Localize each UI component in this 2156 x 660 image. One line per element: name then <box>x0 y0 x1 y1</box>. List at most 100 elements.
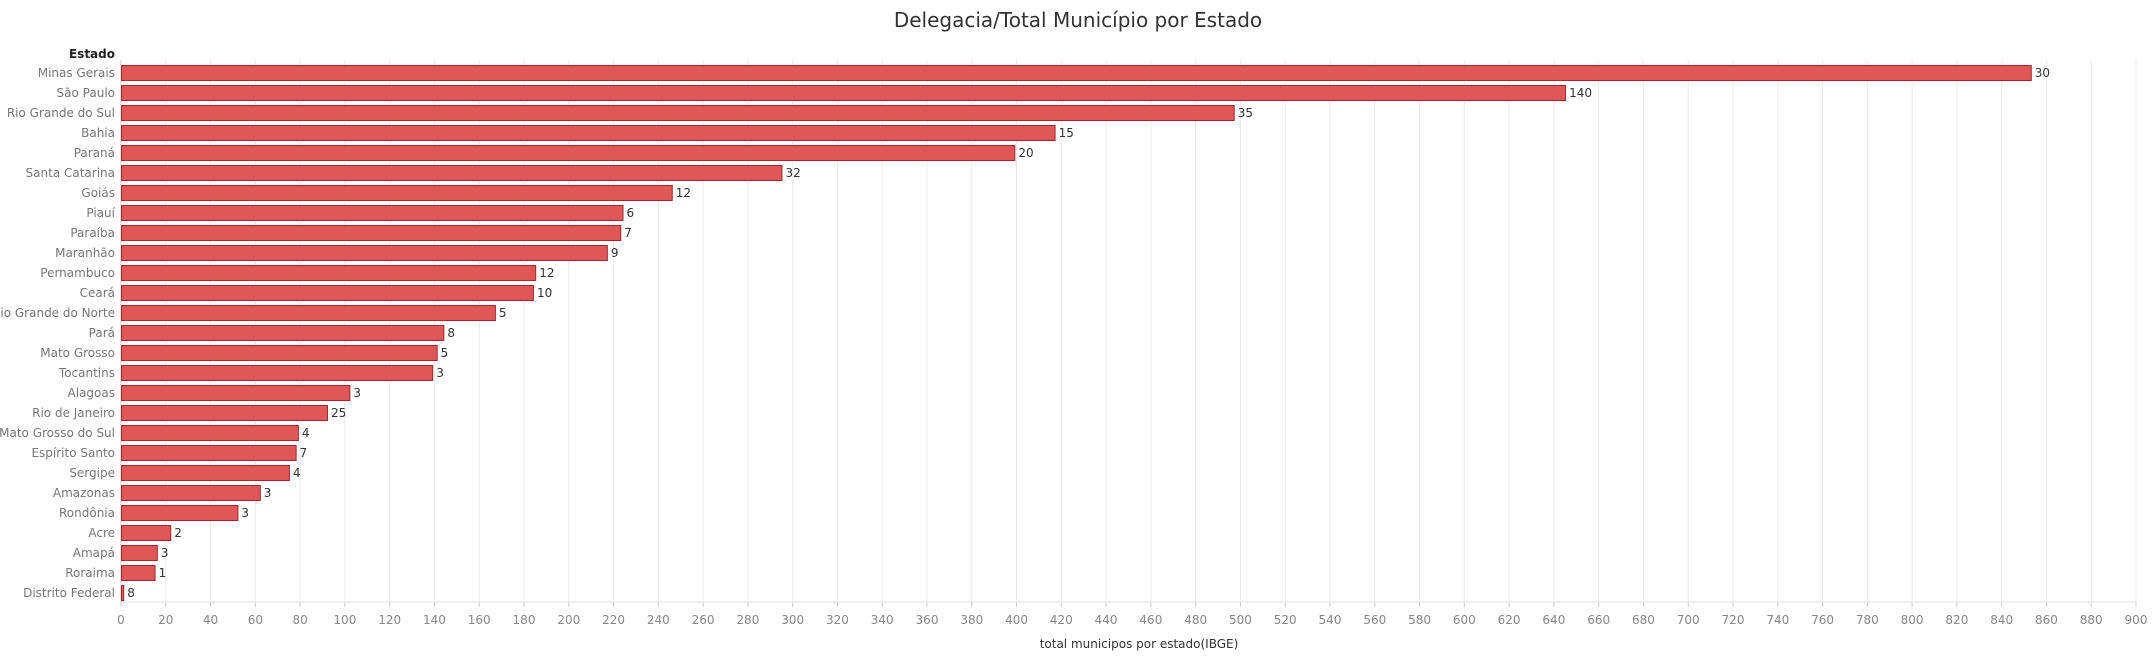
category-label: Rio de Janeiro <box>32 406 115 420</box>
bar[interactable] <box>121 65 2032 81</box>
category-label: Rio Grande do Norte <box>0 306 115 320</box>
labels: Minas Gerais 30 São Paulo 140 Rio Grande do … <box>0 66 2050 600</box>
x-tick-label: 60 <box>248 613 263 627</box>
bar[interactable] <box>121 165 783 181</box>
x-tick-label: 500 <box>1229 613 1252 627</box>
bar[interactable] <box>121 565 156 581</box>
x-axis: 0 20 40 60 80 100 120 140 160 180 200 220 240 260 280 3… <box>117 60 2147 627</box>
data-label: 8 <box>447 326 455 340</box>
category-label: Santa Catarina <box>26 166 115 180</box>
data-label: 4 <box>293 466 301 480</box>
x-axis-title: total municipos por estado(IBGE) <box>1040 637 1239 651</box>
x-tick-label: 360 <box>916 613 939 627</box>
bar[interactable] <box>121 125 1056 141</box>
category-label: Roraima <box>65 566 115 580</box>
category-label: Amazonas <box>53 486 115 500</box>
x-tick-label: 40 <box>203 613 218 627</box>
category-label: Piauí <box>86 206 115 220</box>
category-label: Alagoas <box>68 386 115 400</box>
bar[interactable] <box>121 585 125 601</box>
category-label: Tocantins <box>58 366 115 380</box>
category-label: Ceará <box>80 286 115 300</box>
category-label: Bahia <box>81 126 115 140</box>
bar[interactable] <box>121 525 172 541</box>
bar[interactable] <box>121 285 534 301</box>
data-label: 3 <box>241 506 249 520</box>
data-label: 5 <box>441 346 449 360</box>
data-label: 3 <box>161 546 169 560</box>
category-header: Estado <box>69 47 115 61</box>
x-tick-label: 720 <box>1722 613 1745 627</box>
data-label: 12 <box>539 266 554 280</box>
bar[interactable] <box>121 325 445 341</box>
x-tick-label: 400 <box>1005 613 1028 627</box>
bar[interactable] <box>121 365 434 381</box>
category-label: Mato Grosso <box>40 346 115 360</box>
bar[interactable] <box>121 345 438 361</box>
bar[interactable] <box>121 425 299 441</box>
bar[interactable] <box>121 85 1567 101</box>
bar[interactable] <box>121 445 297 461</box>
data-label: 2 <box>174 526 182 540</box>
category-label: Espírito Santo <box>31 446 115 460</box>
category-label: Maranhão <box>55 246 115 260</box>
x-tick-label: 480 <box>1184 613 1207 627</box>
x-tick-label: 240 <box>647 613 670 627</box>
bar[interactable] <box>121 485 261 501</box>
category-label: Goiás <box>81 186 115 200</box>
category-label: Acre <box>88 526 115 540</box>
x-tick-label: 560 <box>1363 613 1386 627</box>
x-tick-label: 780 <box>1856 613 1879 627</box>
bar[interactable] <box>121 245 608 261</box>
bar[interactable] <box>121 545 158 561</box>
x-tick-label: 860 <box>2035 613 2058 627</box>
x-tick-label: 520 <box>1274 613 1297 627</box>
x-tick-label: 820 <box>1945 613 1968 627</box>
category-label: Minas Gerais <box>38 66 115 80</box>
bar[interactable] <box>121 465 290 481</box>
chart-title: Delegacia/Total Município por Estado <box>893 8 1263 32</box>
data-label: 1 <box>159 566 167 580</box>
bar[interactable] <box>121 265 537 281</box>
data-label: 12 <box>676 186 691 200</box>
x-tick-label: 20 <box>158 613 173 627</box>
x-tick-label: 800 <box>1901 613 1924 627</box>
x-tick-label: 160 <box>468 613 491 627</box>
data-label: 3 <box>264 486 272 500</box>
data-label: 25 <box>331 406 346 420</box>
bar[interactable] <box>121 385 351 401</box>
x-tick-label: 0 <box>117 613 125 627</box>
bar[interactable] <box>121 225 622 241</box>
x-tick-label: 460 <box>1139 613 1162 627</box>
x-tick-label: 620 <box>1498 613 1521 627</box>
bars <box>121 65 2032 601</box>
category-label: Distrito Federal <box>23 586 115 600</box>
x-tick-label: 200 <box>557 613 580 627</box>
category-label: Amapá <box>73 546 115 560</box>
category-label: Mato Grosso do Sul <box>0 426 115 440</box>
bar[interactable] <box>121 405 328 421</box>
data-label: 7 <box>624 226 632 240</box>
data-label: 30 <box>2035 66 2050 80</box>
data-label: 32 <box>785 166 800 180</box>
bar[interactable] <box>121 205 624 221</box>
bar[interactable] <box>121 145 1016 161</box>
bar[interactable] <box>121 505 239 521</box>
bar[interactable] <box>121 105 1235 121</box>
x-tick-label: 740 <box>1766 613 1789 627</box>
data-label: 8 <box>127 586 135 600</box>
data-label: 140 <box>1569 86 1592 100</box>
x-tick-label: 900 <box>2125 613 2148 627</box>
bar[interactable] <box>121 305 496 321</box>
category-label: Paraná <box>74 146 115 160</box>
bar[interactable] <box>121 185 673 201</box>
x-tick-label: 580 <box>1408 613 1431 627</box>
x-tick-label: 280 <box>736 613 759 627</box>
x-tick-label: 760 <box>1811 613 1834 627</box>
category-label: Rio Grande do Sul <box>7 106 115 120</box>
x-tick-label: 440 <box>1095 613 1118 627</box>
data-label: 10 <box>537 286 552 300</box>
data-label: 7 <box>300 446 308 460</box>
x-tick-label: 340 <box>871 613 894 627</box>
